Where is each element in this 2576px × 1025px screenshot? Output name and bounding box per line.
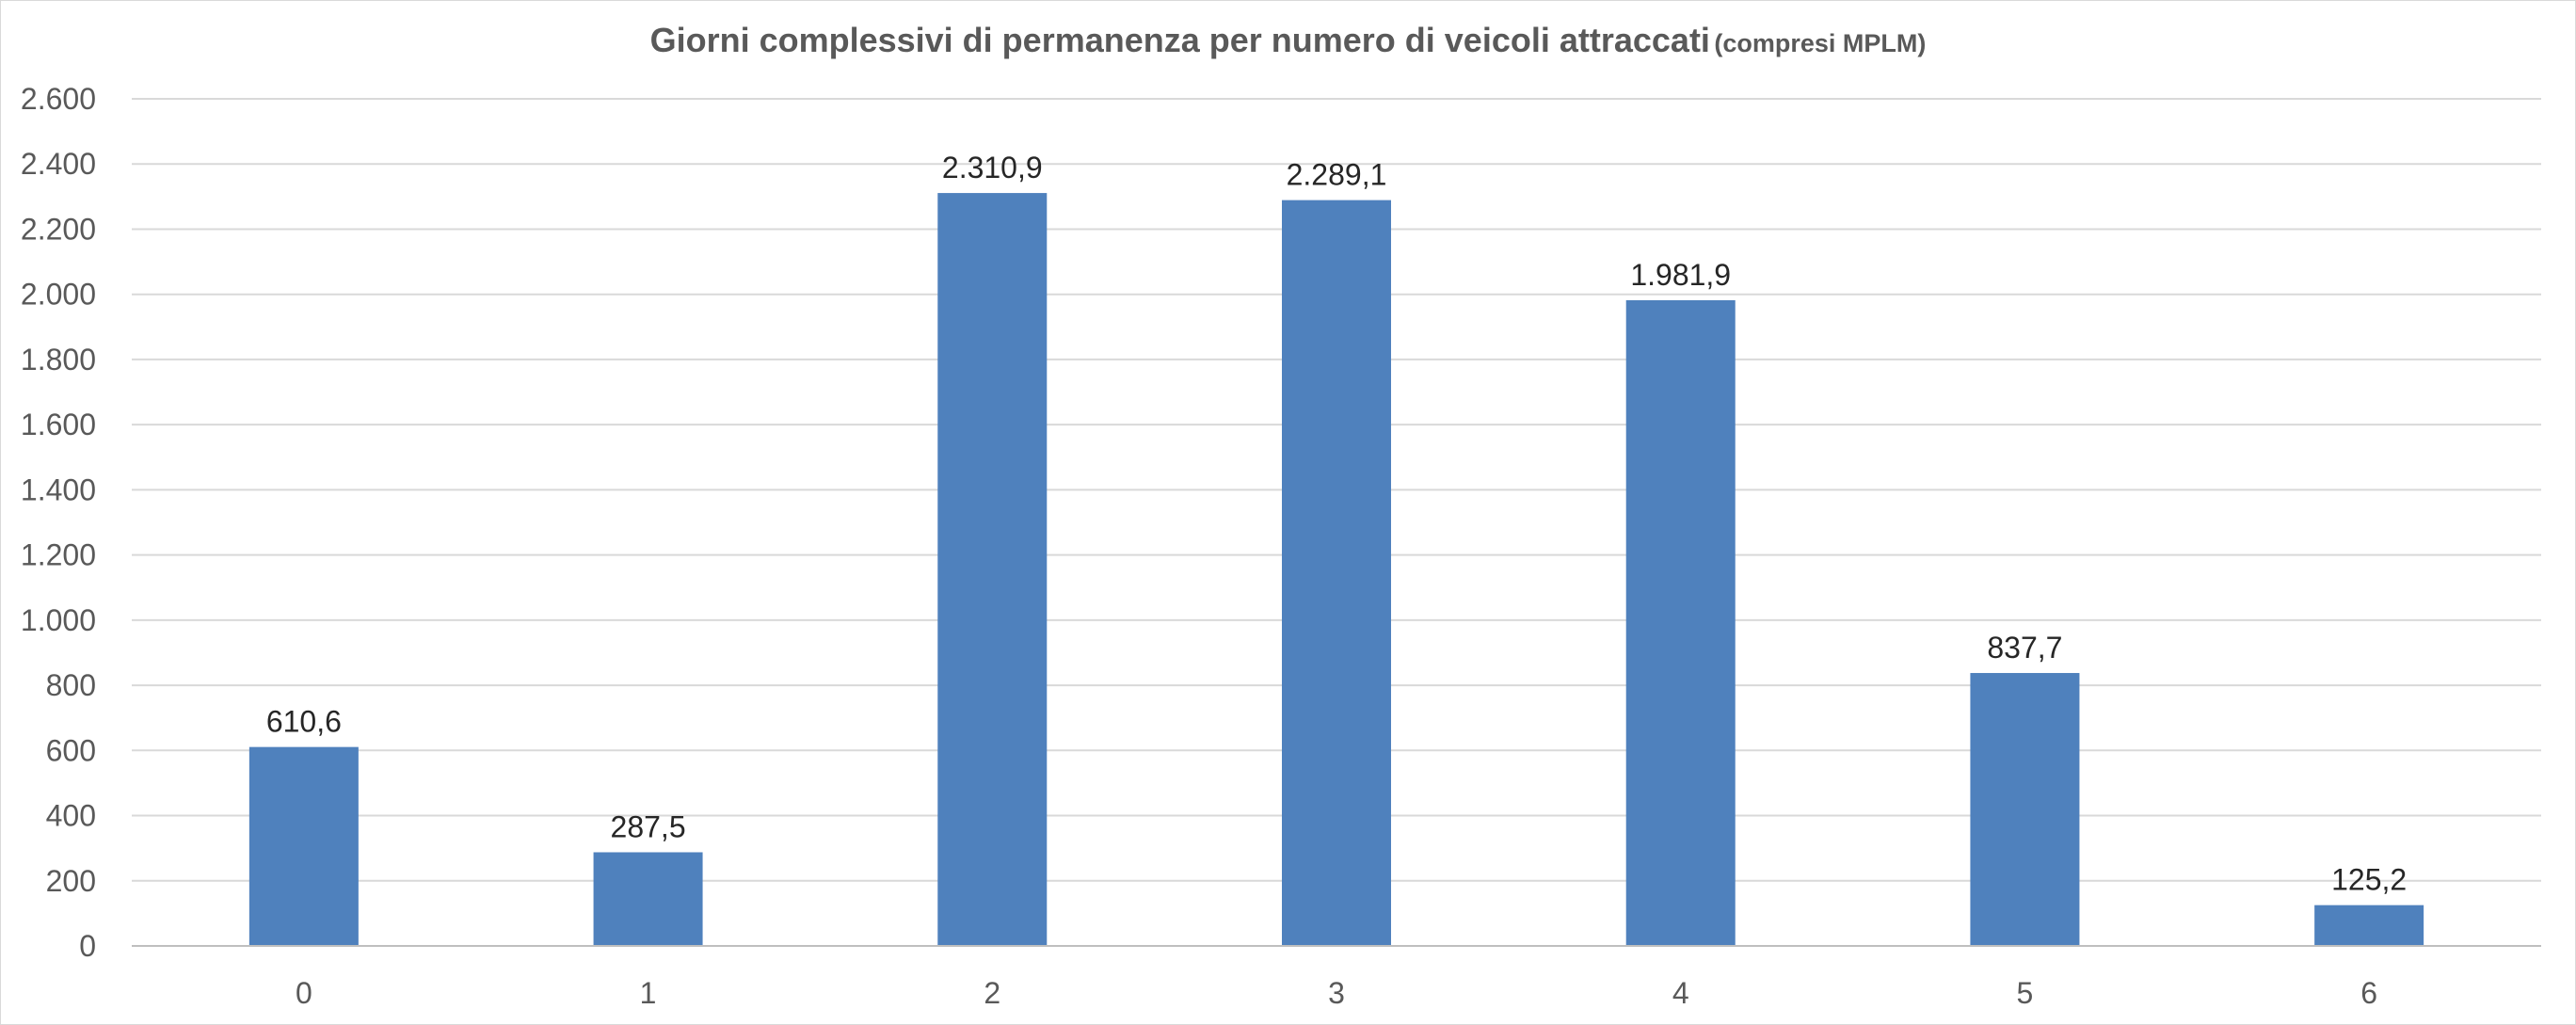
x-tick-label: 6 — [2360, 976, 2377, 1010]
data-label: 837,7 — [1987, 631, 2062, 665]
y-tick-label: 1.600 — [21, 408, 96, 441]
y-tick-label: 800 — [46, 668, 96, 702]
bar — [1970, 673, 2080, 946]
x-tick-label: 2 — [984, 976, 1000, 1010]
data-label: 610,6 — [266, 705, 342, 739]
chart-subtitle: (compresi MPLM) — [1714, 29, 1927, 57]
y-tick-label: 0 — [79, 929, 96, 963]
y-tick-label: 1.400 — [21, 472, 96, 506]
bar — [593, 852, 703, 946]
chart-title: Giorni complessivi di permanenza per num… — [649, 21, 1710, 59]
labels: 0 200 400 600 800 1.000 1.200 1.400 1.600 1.800 2.… — [21, 82, 2407, 1010]
bars — [248, 193, 2424, 947]
data-label: 2.310,9 — [942, 151, 1043, 184]
x-tick-label: 5 — [2017, 976, 2034, 1010]
chart-title-block: Giorni complessivi di permanenza per num… — [0, 21, 2576, 60]
x-tick-label: 1 — [640, 976, 657, 1010]
y-tick-label: 600 — [46, 733, 96, 767]
y-tick-label: 1.200 — [21, 538, 96, 572]
bar — [1625, 299, 1736, 946]
data-label: 2.289,1 — [1287, 158, 1387, 192]
bar — [2314, 905, 2424, 946]
data-label: 125,2 — [2331, 863, 2407, 897]
bar — [1282, 200, 1391, 946]
y-tick-label: 2.400 — [21, 147, 96, 181]
x-tick-label: 3 — [1328, 976, 1345, 1010]
y-tick-label: 1.000 — [21, 603, 96, 637]
y-tick-label: 2.000 — [21, 278, 96, 312]
x-tick-label: 4 — [1672, 976, 1689, 1010]
bar — [937, 193, 1048, 947]
data-label: 287,5 — [611, 809, 686, 843]
y-tick-label: 2.200 — [21, 212, 96, 246]
y-tick-label: 200 — [46, 864, 96, 898]
y-tick-label: 2.600 — [21, 82, 96, 116]
data-label: 1.981,9 — [1630, 258, 1731, 292]
y-tick-label: 400 — [46, 799, 96, 833]
bar — [248, 746, 359, 946]
x-tick-label: 0 — [296, 976, 312, 1010]
y-tick-label: 1.800 — [21, 343, 96, 376]
